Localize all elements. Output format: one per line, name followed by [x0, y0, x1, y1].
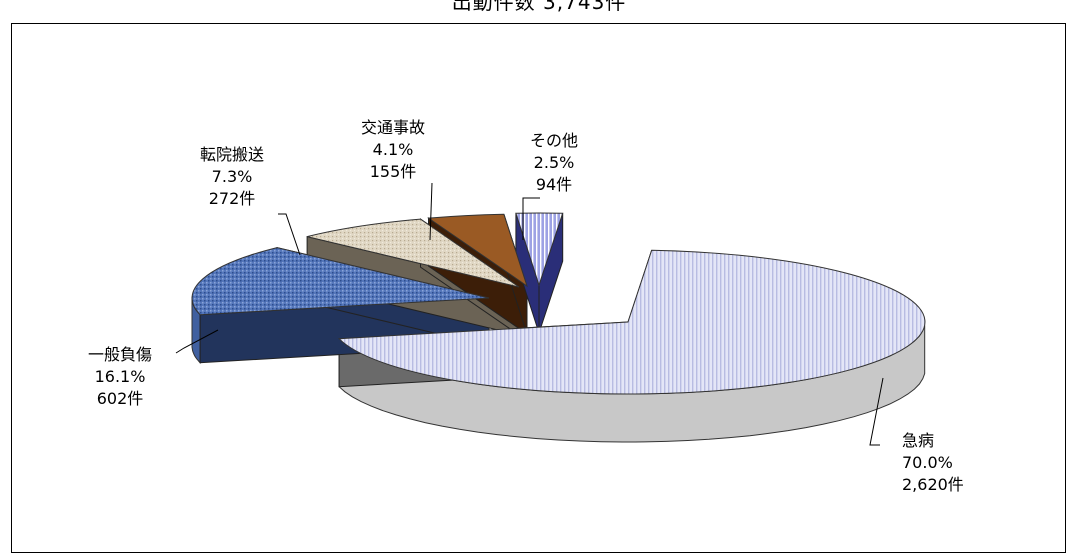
pie-slice-4 [515, 212, 564, 287]
slice-label-name-0: 急病 [902, 431, 934, 450]
leader-line-3 [429, 182, 433, 241]
leader-line-1 [175, 329, 219, 354]
pie-slice-2 [306, 218, 520, 288]
pie-slice-1 [191, 247, 490, 316]
chart-title: 出動件数 3,743件 [451, 0, 627, 14]
pie-slice-3 [427, 213, 528, 288]
slice-label-percent-2: 7.3% [212, 167, 253, 186]
slice-label-percent-4: 2.5% [534, 153, 575, 172]
slice-label-name-3: 交通事故 [361, 118, 425, 137]
leader-line-0 [869, 377, 884, 446]
slice-label-count-3: 155件 [370, 162, 417, 181]
leader-line-2 [278, 213, 301, 256]
slice-label-name-4: その他 [530, 131, 578, 150]
slice-label-count-2: 272件 [209, 189, 256, 208]
slice-label-percent-1: 16.1% [95, 367, 146, 386]
slice-label-count-1: 602件 [97, 389, 144, 408]
slice-label-percent-0: 70.0% [902, 453, 953, 472]
slice-label-name-1: 一般負傷 [88, 345, 152, 364]
slice-label-name-2: 転院搬送 [200, 145, 264, 164]
leader-line-4 [522, 197, 540, 240]
slice-label-percent-3: 4.1% [373, 140, 414, 159]
pie-slice-0 [337, 249, 926, 395]
slice-label-count-4: 94件 [536, 175, 572, 194]
slice-label-count-0: 2,620件 [902, 475, 964, 494]
